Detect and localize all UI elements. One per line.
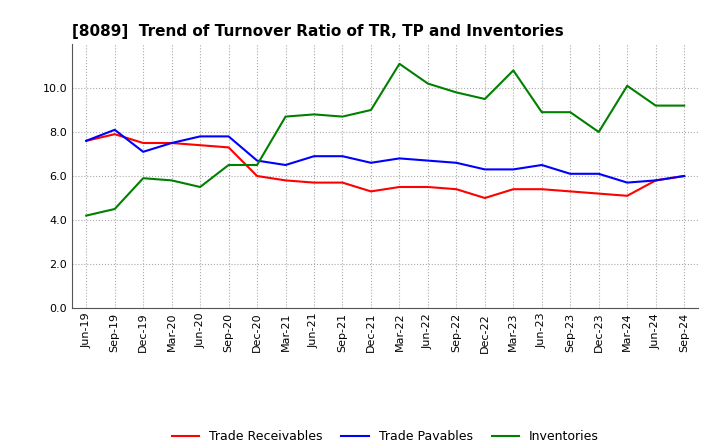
Trade Payables <box>566 171 575 176</box>
Trade Receivables <box>310 180 318 185</box>
Trade Receivables <box>253 173 261 179</box>
Trade Receivables <box>623 193 631 198</box>
Trade Receivables <box>480 195 489 201</box>
Trade Payables <box>253 158 261 163</box>
Trade Receivables <box>509 187 518 192</box>
Trade Payables <box>480 167 489 172</box>
Inventories <box>452 90 461 95</box>
Trade Payables <box>595 171 603 176</box>
Trade Payables <box>623 180 631 185</box>
Inventories <box>310 112 318 117</box>
Inventories <box>366 107 375 113</box>
Trade Payables <box>310 154 318 159</box>
Trade Receivables <box>652 178 660 183</box>
Trade Payables <box>167 140 176 146</box>
Trade Receivables <box>452 187 461 192</box>
Trade Payables <box>395 156 404 161</box>
Inventories <box>253 162 261 168</box>
Inventories <box>338 114 347 119</box>
Trade Payables <box>139 149 148 154</box>
Inventories <box>167 178 176 183</box>
Legend: Trade Receivables, Trade Payables, Inventories: Trade Receivables, Trade Payables, Inven… <box>166 425 604 440</box>
Trade Payables <box>652 178 660 183</box>
Trade Payables <box>225 134 233 139</box>
Trade Payables <box>82 138 91 143</box>
Trade Receivables <box>395 184 404 190</box>
Trade Payables <box>452 160 461 165</box>
Trade Payables <box>338 154 347 159</box>
Line: Trade Payables: Trade Payables <box>86 130 684 183</box>
Inventories <box>509 68 518 73</box>
Trade Payables <box>196 134 204 139</box>
Trade Receivables <box>225 145 233 150</box>
Inventories <box>595 129 603 135</box>
Inventories <box>282 114 290 119</box>
Trade Payables <box>366 160 375 165</box>
Line: Inventories: Inventories <box>86 64 684 216</box>
Trade Payables <box>423 158 432 163</box>
Inventories <box>110 206 119 212</box>
Inventories <box>82 213 91 218</box>
Inventories <box>537 110 546 115</box>
Trade Payables <box>537 162 546 168</box>
Inventories <box>623 83 631 88</box>
Trade Payables <box>680 173 688 179</box>
Inventories <box>196 184 204 190</box>
Trade Payables <box>110 127 119 132</box>
Trade Receivables <box>167 140 176 146</box>
Inventories <box>423 81 432 86</box>
Trade Receivables <box>282 178 290 183</box>
Trade Receivables <box>366 189 375 194</box>
Line: Trade Receivables: Trade Receivables <box>86 134 684 198</box>
Inventories <box>225 162 233 168</box>
Trade Receivables <box>82 138 91 143</box>
Inventories <box>395 61 404 66</box>
Trade Receivables <box>139 140 148 146</box>
Trade Receivables <box>566 189 575 194</box>
Trade Receivables <box>680 173 688 179</box>
Trade Receivables <box>196 143 204 148</box>
Inventories <box>680 103 688 108</box>
Inventories <box>652 103 660 108</box>
Trade Payables <box>509 167 518 172</box>
Text: [8089]  Trend of Turnover Ratio of TR, TP and Inventories: [8089] Trend of Turnover Ratio of TR, TP… <box>72 24 564 39</box>
Trade Receivables <box>537 187 546 192</box>
Inventories <box>139 176 148 181</box>
Trade Receivables <box>110 132 119 137</box>
Trade Receivables <box>595 191 603 196</box>
Trade Receivables <box>338 180 347 185</box>
Trade Receivables <box>423 184 432 190</box>
Trade Payables <box>282 162 290 168</box>
Inventories <box>480 96 489 102</box>
Inventories <box>566 110 575 115</box>
